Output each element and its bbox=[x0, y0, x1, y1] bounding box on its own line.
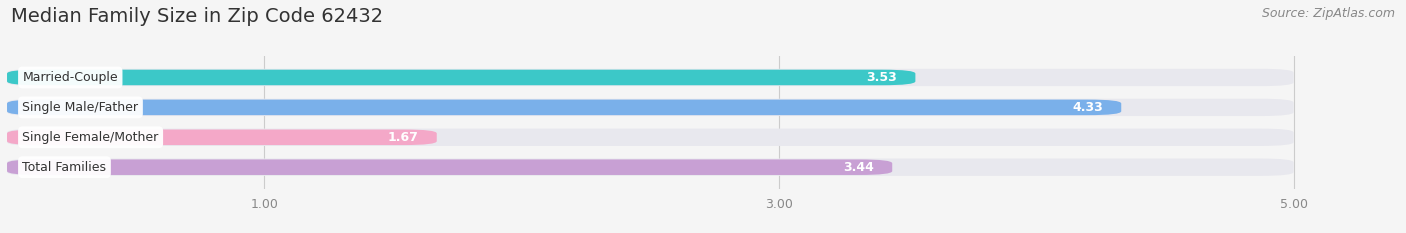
FancyBboxPatch shape bbox=[7, 99, 1294, 116]
FancyBboxPatch shape bbox=[7, 99, 1121, 115]
FancyBboxPatch shape bbox=[7, 158, 1294, 176]
FancyBboxPatch shape bbox=[7, 69, 1294, 86]
Text: 3.53: 3.53 bbox=[866, 71, 897, 84]
Text: Single Male/Father: Single Male/Father bbox=[22, 101, 138, 114]
Text: 1.67: 1.67 bbox=[388, 131, 419, 144]
Text: Single Female/Mother: Single Female/Mother bbox=[22, 131, 159, 144]
Text: 3.44: 3.44 bbox=[844, 161, 875, 174]
Text: Source: ZipAtlas.com: Source: ZipAtlas.com bbox=[1261, 7, 1395, 20]
FancyBboxPatch shape bbox=[7, 159, 893, 175]
FancyBboxPatch shape bbox=[7, 130, 437, 145]
Text: 4.33: 4.33 bbox=[1073, 101, 1104, 114]
Text: Median Family Size in Zip Code 62432: Median Family Size in Zip Code 62432 bbox=[11, 7, 384, 26]
FancyBboxPatch shape bbox=[7, 129, 1294, 146]
Text: Married-Couple: Married-Couple bbox=[22, 71, 118, 84]
FancyBboxPatch shape bbox=[7, 70, 915, 85]
Text: Total Families: Total Families bbox=[22, 161, 107, 174]
